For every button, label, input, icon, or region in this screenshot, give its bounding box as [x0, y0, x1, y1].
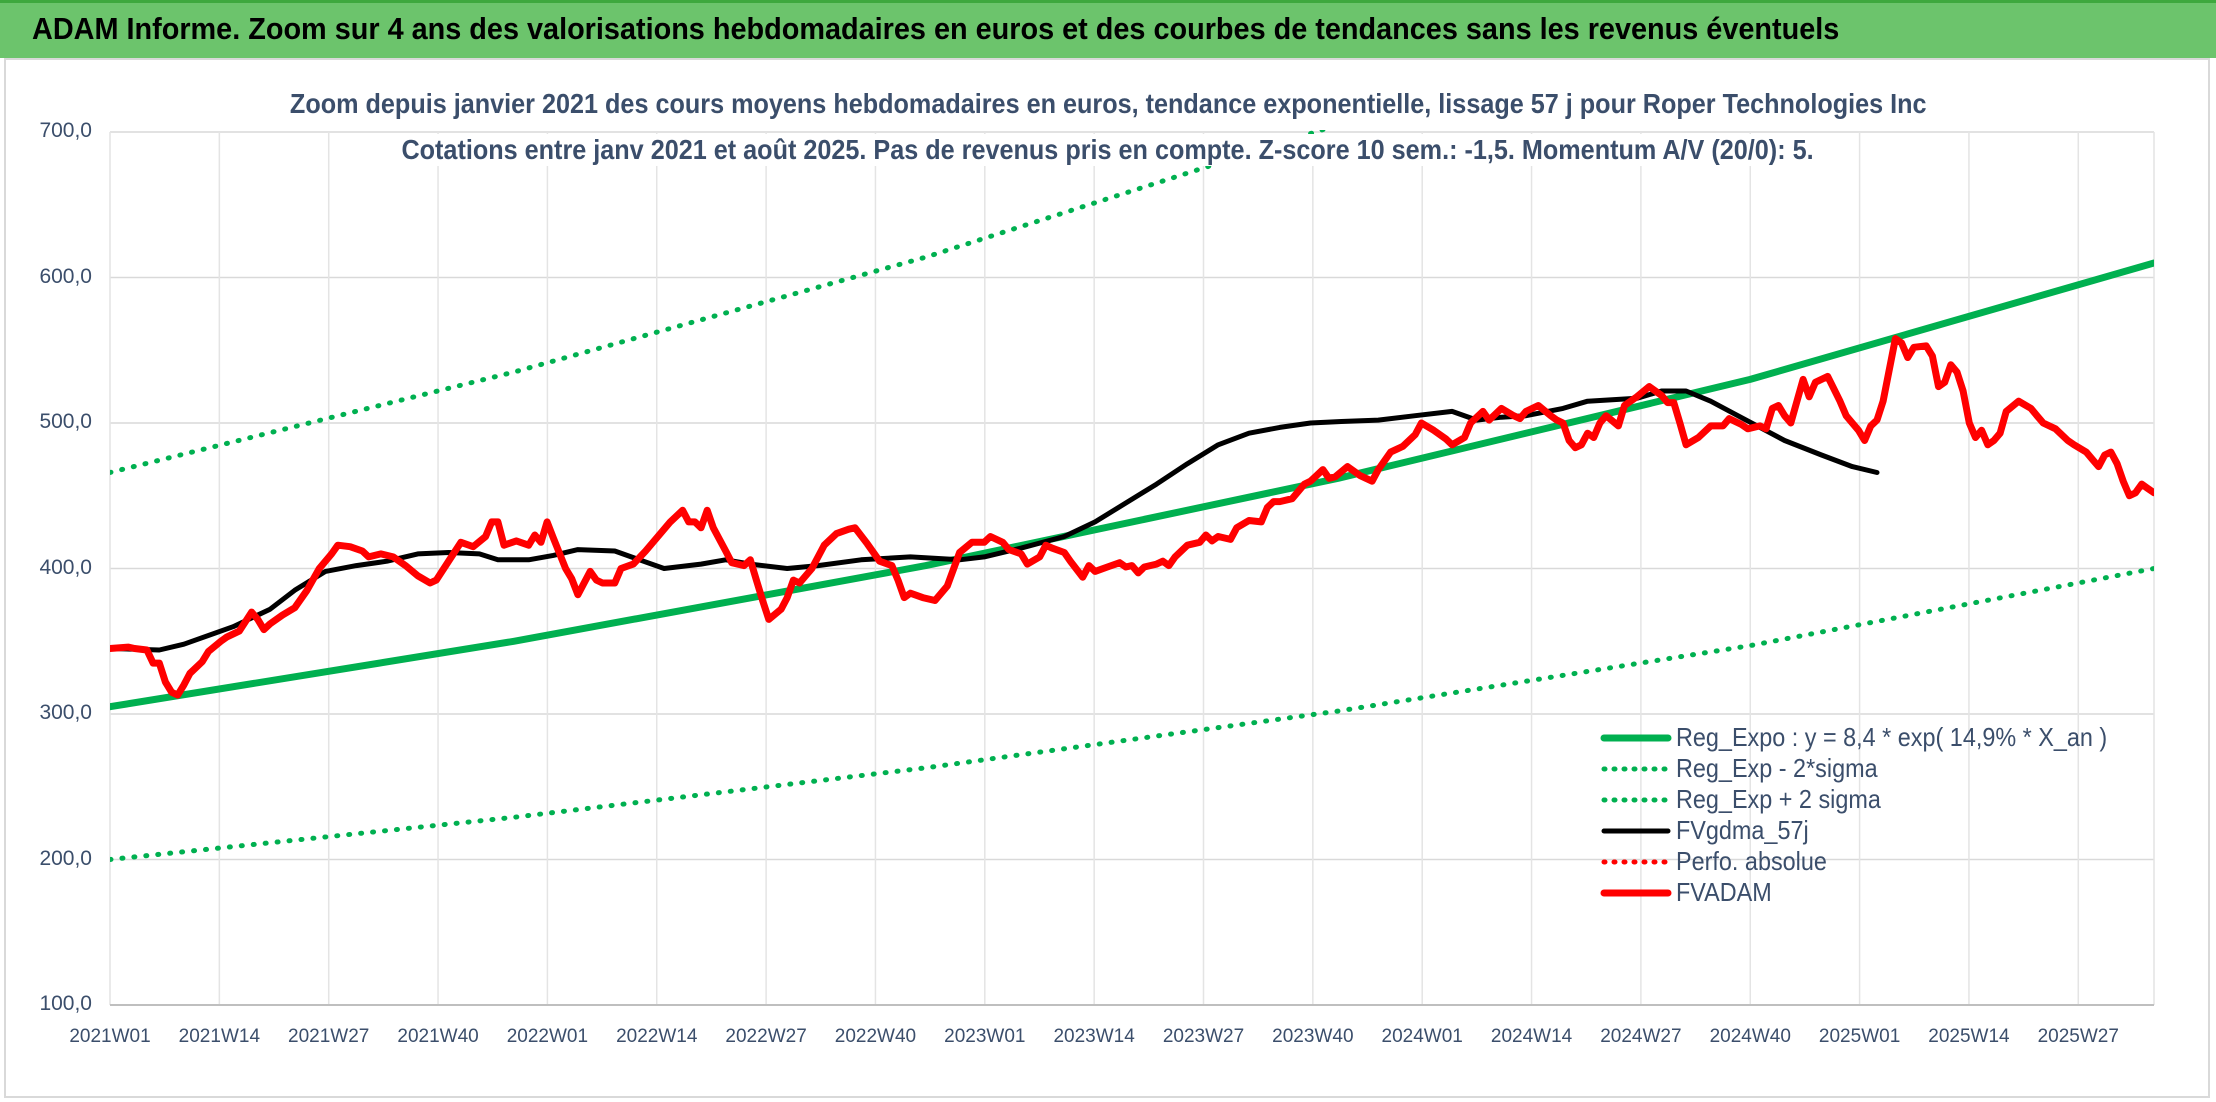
legend-swatch: [1601, 859, 1671, 865]
x-tick-label: 2021W27: [288, 1026, 370, 1047]
x-tick-label: 2024W40: [1709, 1026, 1791, 1047]
legend-swatch: [1601, 828, 1671, 834]
legend-swatch: [1600, 889, 1672, 897]
x-tick-label: 2022W27: [725, 1026, 807, 1047]
chart-title: Zoom depuis janvier 2021 des cours moyen…: [0, 88, 2216, 120]
legend-swatch: [1600, 734, 1672, 742]
y-tick-label: 200,0: [39, 846, 92, 870]
series-line-1: [110, 566, 2154, 862]
x-tick-label: 2023W40: [1272, 1026, 1354, 1047]
x-tick-label: 2022W40: [834, 1026, 917, 1047]
series-line-5: [110, 335, 2154, 699]
y-tick-label: 100,0: [39, 992, 92, 1015]
series-line-0: [110, 259, 2154, 711]
y-tick-label: 700,0: [39, 119, 92, 142]
x-tick-label: 2023W27: [1162, 1026, 1245, 1047]
legend-label: Reg_Expo : y = 8,4 * exp( 14,9% * X_an ): [1676, 722, 2108, 752]
y-tick-label: 500,0: [39, 410, 92, 433]
legend-label: FVgdma_57j: [1676, 815, 1809, 845]
x-tick-label: 2023W14: [1053, 1026, 1135, 1047]
legend-item: Perfo. absolue: [1600, 844, 2140, 884]
x-tick-label: 2024W01: [1381, 1026, 1463, 1047]
x-tick-label: 2022W14: [616, 1026, 698, 1047]
legend-item: Reg_Exp + 2 sigma: [1600, 782, 2140, 822]
y-tick-label: 300,0: [39, 701, 92, 724]
y-tick-label: 400,0: [39, 555, 92, 579]
x-tick-label: 2021W14: [178, 1026, 261, 1047]
x-tick-label: 2025W01: [1818, 1026, 1901, 1047]
legend-item: FVADAM: [1600, 875, 2140, 915]
chart-title-text: Zoom depuis janvier 2021 des cours moyen…: [284, 88, 1932, 120]
legend-item: Reg_Exp - 2*sigma: [1600, 751, 2140, 791]
x-tick-label: 2022W01: [506, 1026, 589, 1047]
x-tick-label: 2024W14: [1490, 1026, 1573, 1047]
chart-subtitle: Cotations entre janv 2021 et août 2025. …: [0, 134, 2216, 166]
report-banner: ADAM Informe. Zoom sur 4 ans des valoris…: [0, 0, 2216, 58]
x-tick-label: 2025W27: [2037, 1026, 2119, 1047]
report-title: ADAM Informe. Zoom sur 4 ans des valoris…: [32, 11, 1840, 46]
y-tick-label: 600,0: [39, 264, 92, 288]
x-tick-label: 2023W01: [944, 1026, 1026, 1047]
x-tick-label: 2025W14: [1928, 1026, 2010, 1047]
x-tick-label: 2021W01: [69, 1026, 151, 1047]
legend-label: FVADAM: [1676, 877, 1772, 907]
chart-frame: [4, 58, 2210, 1098]
legend-label: Perfo. absolue: [1676, 846, 1827, 876]
legend-swatch: [1601, 797, 1671, 803]
chart-subtitle-text: Cotations entre janv 2021 et août 2025. …: [396, 134, 1820, 166]
series-line-3: [110, 388, 1880, 653]
legend-label: Reg_Exp + 2 sigma: [1676, 784, 1881, 814]
legend-label: Reg_Exp - 2*sigma: [1676, 753, 1878, 783]
legend-item: FVgdma_57j: [1600, 813, 2140, 853]
legend-swatch: [1601, 766, 1671, 772]
series-line-2: [110, 130, 1330, 475]
x-tick-label: 2024W27: [1600, 1026, 1682, 1047]
x-tick-label: 2021W40: [397, 1026, 479, 1047]
legend-item: Reg_Expo : y = 8,4 * exp( 14,9% * X_an ): [1600, 720, 2140, 760]
